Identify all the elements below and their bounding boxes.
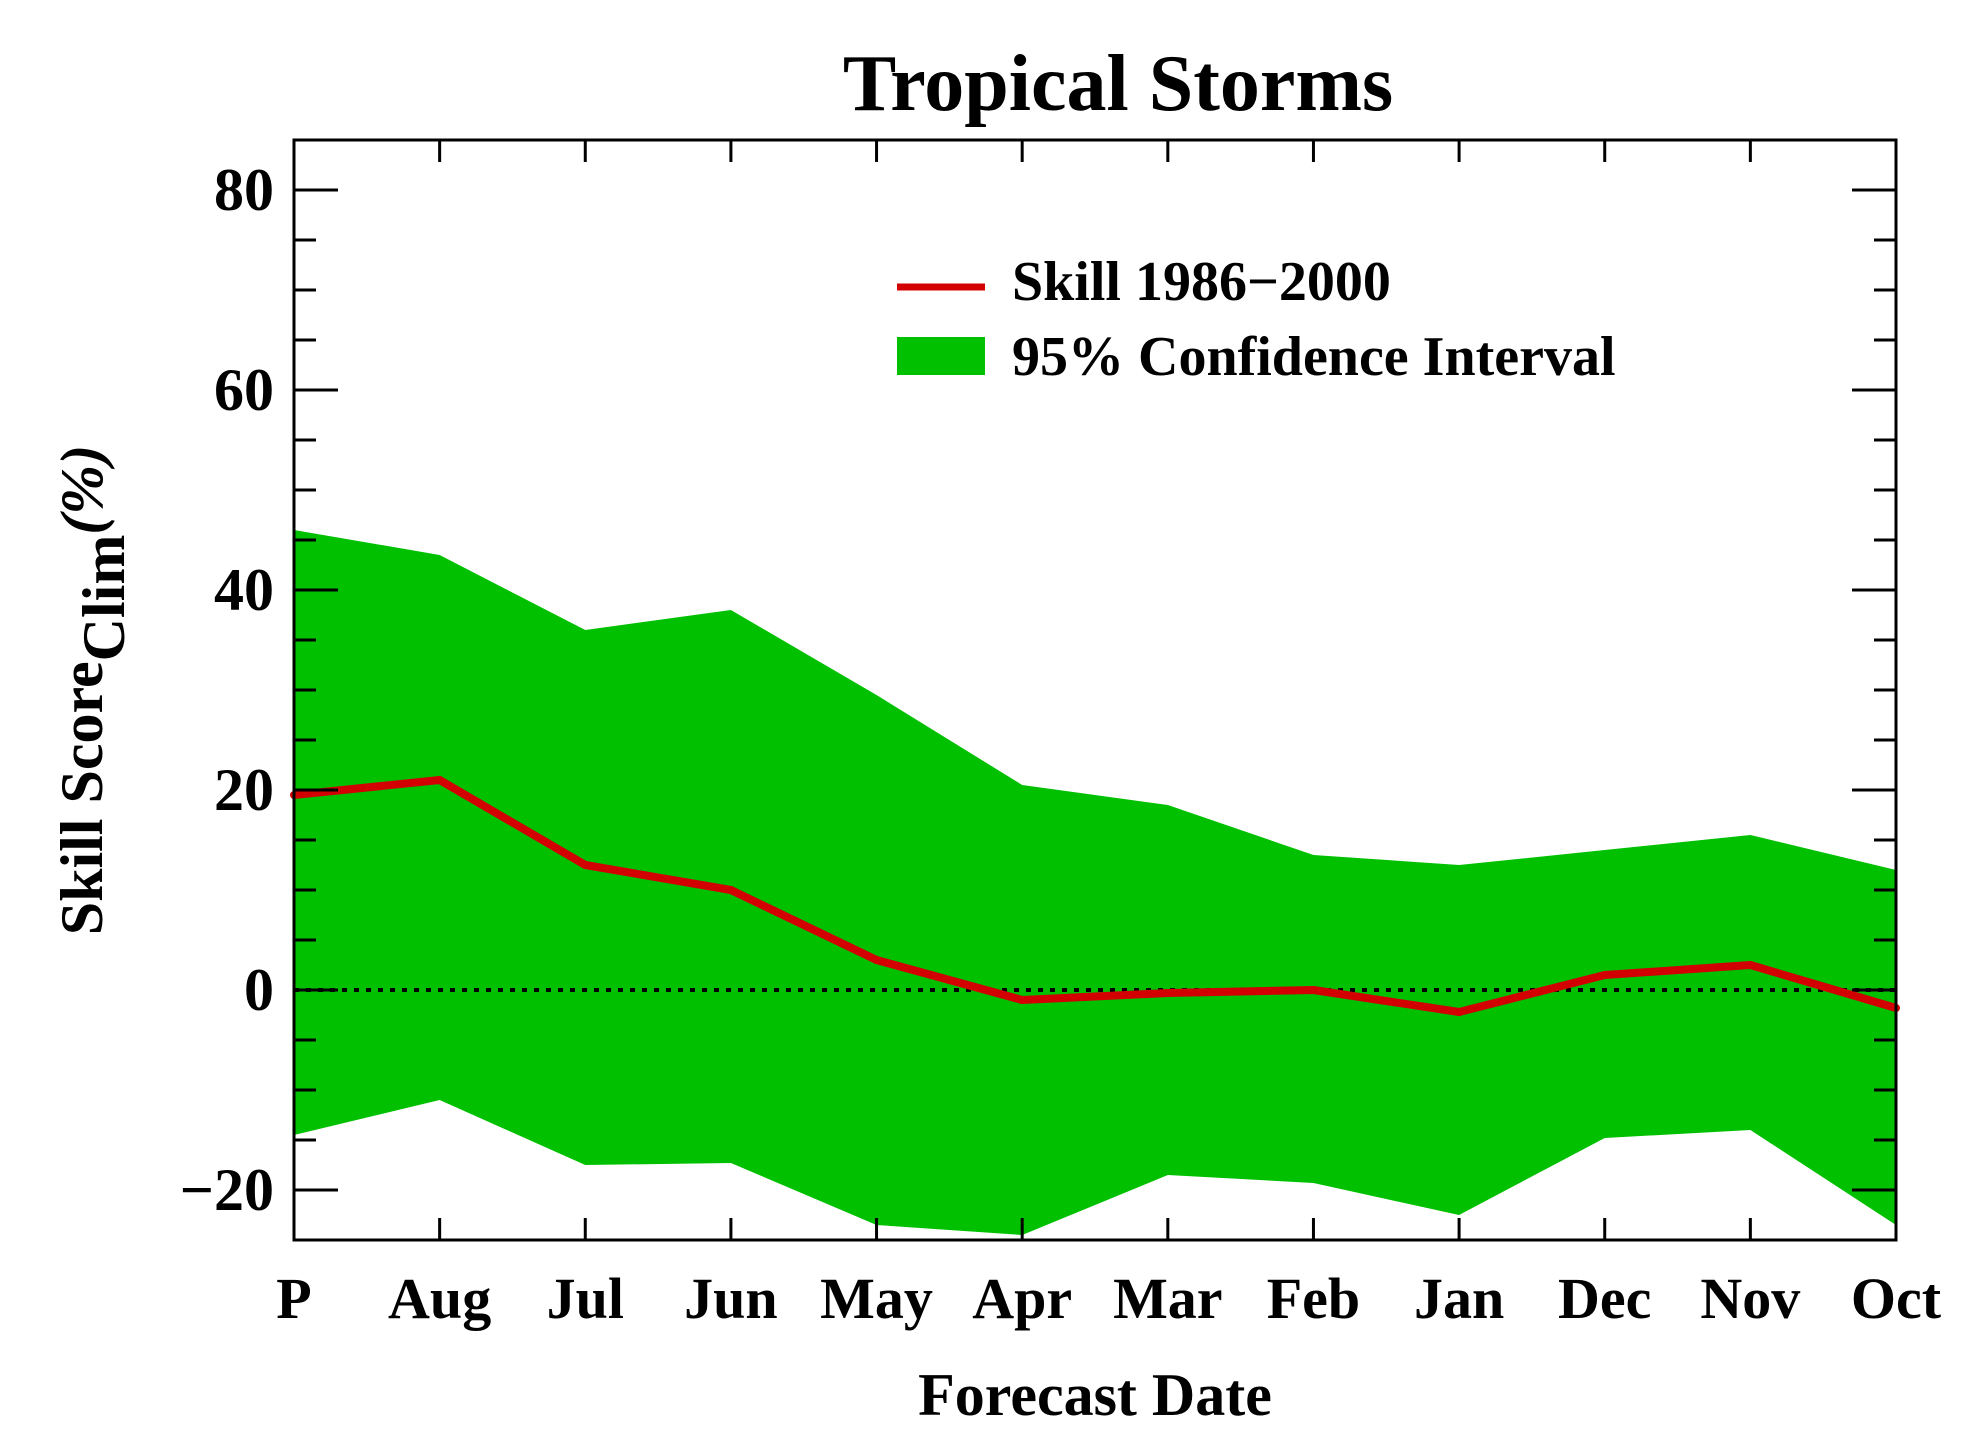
confidence-band (294, 530, 1896, 1235)
x-tick-label: Nov (1700, 1266, 1800, 1331)
skill-point (872, 956, 881, 964)
y-tick-label: 0 (244, 957, 274, 1023)
legend-label-skill: Skill 1986−2000 (1012, 251, 1391, 313)
x-tick-label: Jan (1414, 1266, 1504, 1331)
legend-label-confidence: 95% Confidence Interval (1012, 326, 1616, 388)
skill-point (581, 861, 590, 869)
x-tick-label: Oct (1851, 1266, 1942, 1331)
y-axis-label-unit: (%) (49, 445, 115, 535)
skill-point (1746, 961, 1755, 969)
y-axis-label-main: Skill Score (49, 661, 115, 935)
x-tick-label: Jul (547, 1266, 624, 1331)
x-tick-label: Apr (972, 1266, 1072, 1331)
legend-swatch-confidence (897, 337, 985, 375)
skill-point (1600, 971, 1609, 979)
y-tick-label: 60 (214, 357, 274, 423)
y-axis-label-subscript: Clim (71, 535, 137, 662)
legend: Skill 1986−2000 95% Confidence Interval (897, 251, 1616, 388)
x-ticks: P Aug Jul Jun May Apr Mar Feb Jan Dec Nov Oct (276, 140, 1942, 1331)
skill-point (435, 776, 444, 784)
skill-point (1309, 986, 1318, 994)
y-ticks: −20 0 20 40 60 80 (180, 138, 1896, 1242)
x-tick-label: Jun (684, 1266, 778, 1331)
y-tick-label: 40 (214, 557, 274, 623)
x-tick-label: Feb (1267, 1266, 1360, 1331)
y-tick-label: 20 (214, 757, 274, 823)
x-tick-label: Dec (1558, 1266, 1651, 1331)
skill-point (1455, 1008, 1464, 1016)
x-tick-label: May (820, 1266, 933, 1331)
y-axis-label: Skill ScoreClim(%) (49, 445, 137, 936)
chart-title: Tropical Storms (843, 40, 1393, 128)
skill-line (293, 776, 1898, 1016)
y-tick-label: 80 (214, 157, 274, 223)
x-tick-label: Mar (1113, 1266, 1223, 1331)
x-tick-label: Aug (388, 1266, 491, 1331)
confidence-band-layer (294, 530, 1896, 1235)
skill-line-layer (290, 776, 1900, 1016)
y-tick-label: −20 (180, 1157, 274, 1223)
skill-point (1163, 989, 1172, 997)
x-axis-label: Forecast Date (918, 1362, 1272, 1428)
skill-point (1018, 996, 1027, 1004)
skill-point (726, 886, 735, 894)
x-tick-label: P (276, 1266, 311, 1331)
